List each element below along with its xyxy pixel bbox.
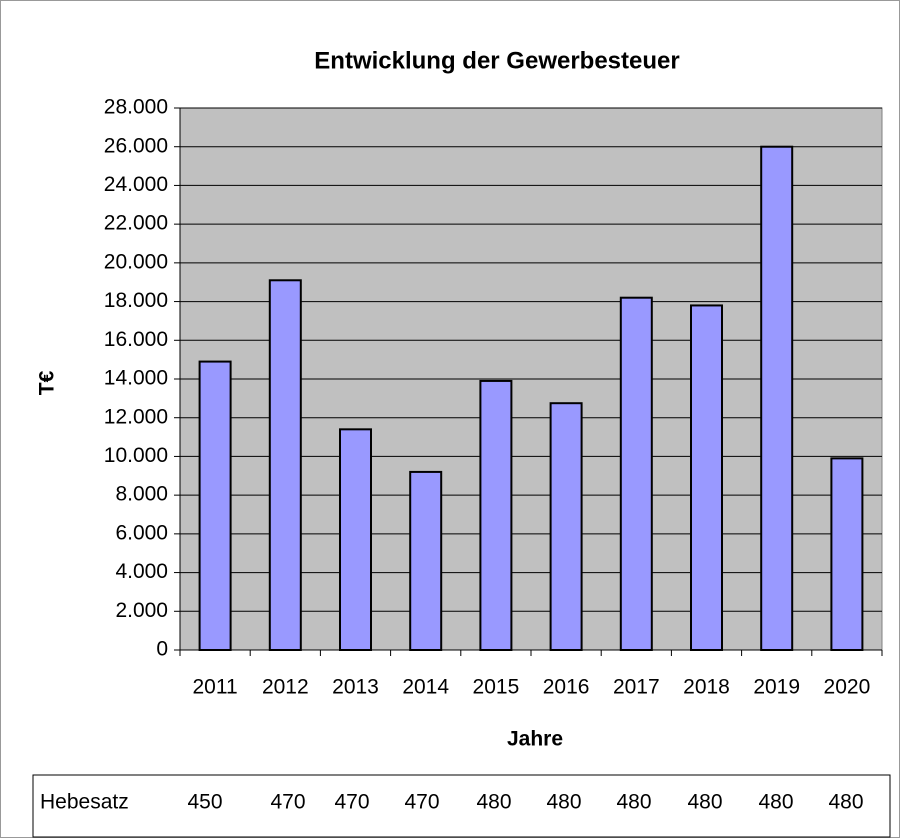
y-tick-label: 24.000 (104, 173, 168, 196)
table-value: 480 (828, 791, 863, 814)
x-tick-label: 2013 (332, 676, 379, 699)
y-tick-label: 12.000 (104, 405, 168, 428)
table-value: 480 (758, 791, 793, 814)
table-value: 470 (334, 791, 369, 814)
y-tick-label: 16.000 (104, 328, 168, 351)
x-tick-label: 2011 (193, 676, 238, 699)
bar (690, 304, 723, 651)
table-value: 480 (687, 791, 722, 814)
x-tick-label: 2012 (262, 676, 309, 699)
x-tick-label: 2018 (683, 676, 730, 699)
table-value: 470 (404, 791, 439, 814)
x-tick-label: 2016 (543, 676, 590, 699)
y-tick-label: 18.000 (104, 289, 168, 312)
y-tick-label: 10.000 (104, 444, 168, 467)
chart-title: Entwicklung der Gewerbesteuer (314, 47, 679, 74)
bar (339, 428, 372, 652)
bar (619, 296, 653, 651)
y-tick-label: 20.000 (104, 250, 168, 273)
x-tick-label: 2019 (753, 676, 800, 699)
y-tick-label: 8.000 (115, 483, 168, 506)
table-value: 480 (476, 791, 511, 814)
x-tick-label: 2020 (824, 676, 871, 699)
x-axis-label: Jahre (507, 728, 563, 751)
bar (268, 279, 302, 651)
table-value: 470 (270, 791, 305, 814)
table-value: 480 (546, 791, 581, 814)
y-tick-label: 0 (156, 638, 168, 661)
y-tick-label: 2.000 (115, 599, 168, 622)
y-tick-label: 22.000 (104, 212, 168, 235)
x-tick-label: 2014 (402, 676, 449, 699)
bar (549, 402, 583, 652)
y-tick-label: 6.000 (115, 521, 168, 544)
bar (760, 145, 794, 651)
y-tick-label: 26.000 (104, 134, 168, 157)
y-tick-label: 28.000 (104, 96, 168, 119)
x-tick-label: 2017 (613, 676, 660, 699)
bar (479, 379, 513, 651)
table-value: 480 (616, 791, 651, 814)
y-tick-label: 14.000 (104, 367, 168, 390)
y-axis-label: T€ (36, 370, 59, 395)
table-box (32, 774, 891, 838)
x-tick-label: 2015 (473, 676, 520, 699)
y-tick-label: 4.000 (115, 560, 168, 583)
table-label: Hebesatz (40, 791, 129, 814)
table-value: 450 (187, 791, 222, 814)
bar (830, 457, 864, 651)
bar (409, 470, 443, 651)
bar (198, 360, 232, 651)
